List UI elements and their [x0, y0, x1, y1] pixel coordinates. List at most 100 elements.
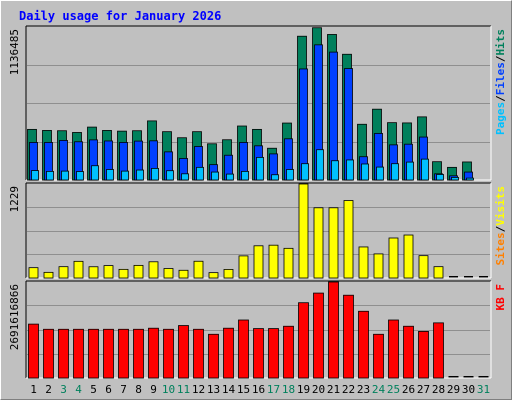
- x-tick-label: 1: [30, 383, 37, 396]
- bar-visits: [403, 234, 414, 279]
- bar-visits: [193, 260, 204, 279]
- x-tick-label: 3: [60, 383, 67, 396]
- bar-kb-f: [403, 325, 414, 379]
- legend-entry: KB F: [494, 284, 507, 311]
- bar-visits: [268, 244, 279, 279]
- bar-zero-visits-sites: [449, 276, 458, 278]
- bar-visits: [178, 269, 189, 279]
- legend-entry: /: [494, 95, 507, 102]
- bar-visits: [28, 267, 39, 279]
- bar-visits: [253, 245, 264, 279]
- bar-pages: [241, 170, 249, 181]
- legend-entry: /: [494, 55, 507, 62]
- bar-pages: [376, 166, 384, 181]
- bar-pages: [106, 169, 114, 181]
- bar-pages: [406, 161, 414, 181]
- y-max-label-kbytes: 2691616866: [8, 284, 21, 350]
- bar-kb-f: [118, 328, 129, 379]
- bar-pages: [361, 163, 369, 181]
- x-tick-label: 11: [177, 383, 190, 396]
- x-tick-label: 20: [312, 383, 325, 396]
- chart-title: Daily usage for January 2026: [19, 9, 221, 23]
- x-tick-label: 9: [150, 383, 157, 396]
- bar-pages: [136, 169, 144, 181]
- bar-visits: [163, 268, 174, 279]
- bar-visits: [388, 237, 399, 279]
- x-tick-label: 18: [282, 383, 295, 396]
- bar-zero-visits-sites: [464, 276, 473, 278]
- bar-visits: [373, 253, 384, 279]
- y-max-label-visits-sites: 1229: [8, 186, 21, 213]
- x-tick-label: 24: [372, 383, 386, 396]
- bar-kb-f: [178, 325, 189, 379]
- bar-kb-f: [208, 333, 219, 379]
- bar-pages: [166, 170, 174, 181]
- x-tick-label: 19: [297, 383, 310, 396]
- bar-pages: [346, 159, 354, 181]
- bar-visits: [238, 255, 249, 279]
- bar-kb-f: [418, 331, 429, 379]
- bar-kb-f: [103, 328, 114, 379]
- x-tick-label: 23: [357, 383, 370, 396]
- legend-hits-files-pages: Pages/Files/Hits: [494, 29, 507, 135]
- x-tick-label: 14: [222, 383, 236, 396]
- x-tick-label: 4: [75, 383, 82, 396]
- bar-visits: [148, 261, 159, 279]
- bar-pages: [286, 169, 294, 181]
- bar-zero-kbytes: [463, 376, 474, 378]
- y-max-label-hits-files-pages: 1136485: [8, 29, 21, 75]
- bar-pages: [421, 158, 429, 181]
- bar-pages: [271, 174, 279, 181]
- bar-zero-visits-sites: [479, 276, 488, 278]
- bar-visits: [133, 264, 144, 279]
- bar-pages: [466, 177, 474, 181]
- legend-entry: Sites: [494, 232, 507, 265]
- bar-pages: [151, 168, 159, 181]
- x-tick-label: 6: [105, 383, 112, 396]
- bar-kb-f: [253, 328, 264, 379]
- bar-visits: [313, 207, 324, 279]
- bar-kb-f: [433, 322, 444, 379]
- x-tick-label: 29: [447, 383, 460, 396]
- x-tick-label: 5: [90, 383, 97, 396]
- bar-pages: [451, 177, 459, 181]
- x-tick-label: 25: [387, 383, 400, 396]
- bar-kb-f: [58, 328, 69, 379]
- bar-pages: [316, 149, 324, 181]
- bar-kb-f: [28, 323, 39, 379]
- bar-pages: [121, 170, 129, 181]
- bar-zero-kbytes: [478, 376, 489, 378]
- legend-entry: Pages: [494, 102, 507, 135]
- bar-kb-f: [283, 325, 294, 379]
- legend-entry: Visits: [494, 186, 507, 226]
- bar-pages: [61, 170, 69, 181]
- bar-pages: [301, 163, 309, 181]
- bar-pages: [31, 170, 39, 181]
- x-tick-label: 22: [342, 383, 355, 396]
- x-tick-label: 15: [237, 383, 250, 396]
- bar-kb-f: [223, 327, 234, 379]
- legend-entry: Hits: [494, 29, 507, 56]
- bar-pages: [436, 174, 444, 181]
- bar-pages: [91, 165, 99, 181]
- legend-entry: /: [494, 225, 507, 232]
- x-tick-label: 30: [462, 383, 475, 396]
- x-tick-label: 28: [432, 383, 445, 396]
- x-tick-label: 31: [477, 383, 490, 396]
- x-tick-label: 13: [207, 383, 220, 396]
- bar-visits: [58, 266, 69, 279]
- x-tick-label: 8: [135, 383, 142, 396]
- bar-pages: [226, 173, 234, 181]
- bar-kb-f: [313, 292, 324, 379]
- legend-visits-sites: Sites/Visits: [494, 186, 507, 266]
- bar-kb-f: [268, 328, 279, 379]
- bar-visits: [118, 268, 129, 279]
- bar-kb-f: [88, 328, 99, 379]
- bar-pages: [46, 170, 54, 181]
- bar-kb-f: [298, 302, 309, 379]
- bar-pages: [391, 163, 399, 181]
- bar-visits: [88, 266, 99, 279]
- bar-visits: [328, 207, 339, 279]
- bar-pages: [196, 166, 204, 181]
